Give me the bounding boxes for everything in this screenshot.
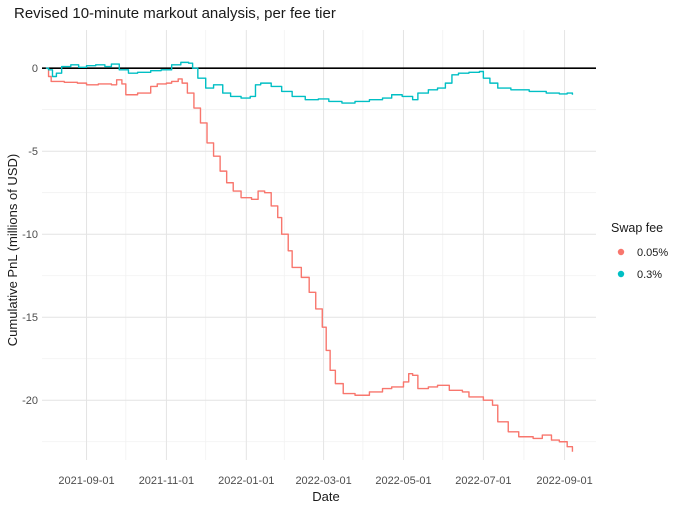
legend-title: Swap fee [611, 221, 663, 235]
legend-key-0.3% [617, 270, 625, 278]
x-tick-label: 2021-09-01 [58, 475, 114, 487]
y-tick-label: -5 [28, 146, 38, 158]
x-tick-label: 2022-05-01 [375, 475, 431, 487]
grid-major [42, 30, 596, 460]
y-axis-ticks: 0 -5 -10 -15 -20 [22, 63, 38, 407]
legend-label: 0.05% [637, 247, 668, 259]
series-layer [45, 61, 574, 452]
x-axis-ticks: 2021-09-01 2021-11-01 2022-01-01 2022-03-01… [58, 475, 592, 487]
x-axis-title: Date [312, 489, 339, 504]
series-line-0.05% [45, 67, 574, 452]
grid-minor [42, 30, 596, 460]
legend-label: 0.3% [637, 269, 662, 281]
x-tick-label: 2022-01-01 [218, 475, 274, 487]
y-tick-label: -20 [22, 395, 38, 407]
x-tick-label: 2022-03-01 [295, 475, 351, 487]
chart-title: Revised 10-minute markout analysis, per … [14, 5, 336, 22]
legend: Swap fee 0.05% 0.3% [611, 221, 668, 281]
y-axis-title: Cumulative PnL (millions of USD) [5, 154, 20, 346]
x-tick-label: 2021-11-01 [139, 475, 194, 487]
legend-items: 0.05% 0.3% [617, 247, 668, 281]
x-tick-label: 2022-07-01 [455, 475, 511, 487]
series-line-0.3% [45, 61, 574, 104]
y-tick-label: -10 [22, 229, 38, 241]
legend-key-0.05% [617, 248, 625, 256]
y-tick-label: -15 [22, 312, 38, 324]
y-tick-label: 0 [32, 63, 38, 75]
x-tick-label: 2022-09-01 [536, 475, 592, 487]
